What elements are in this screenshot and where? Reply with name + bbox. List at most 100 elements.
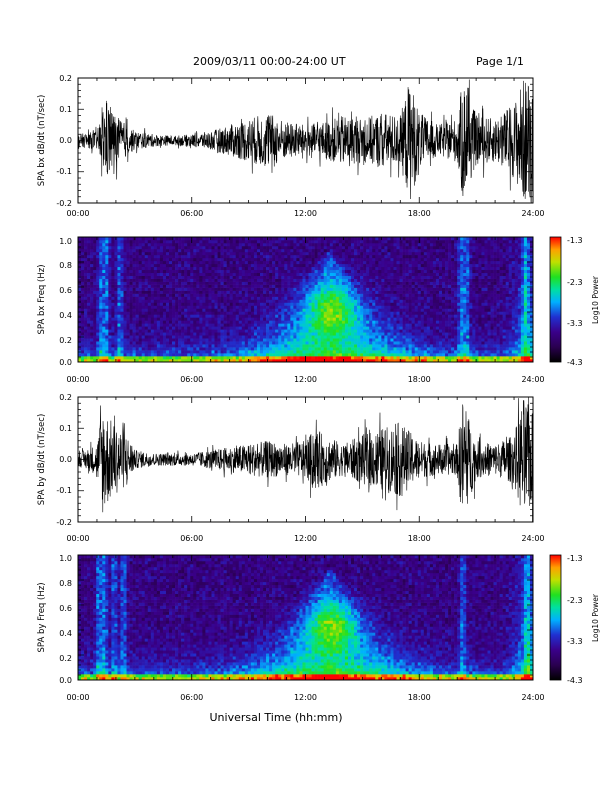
spectrogram-cell <box>412 323 415 326</box>
spectrogram-cell <box>120 311 123 314</box>
spectrogram-cell <box>327 282 330 285</box>
spectrogram-cell <box>472 332 475 335</box>
spectrogram-cell <box>145 276 148 279</box>
spectrogram-cell <box>227 326 230 329</box>
spectrogram-cell <box>381 291 384 294</box>
spectrogram-cell <box>205 267 208 270</box>
spectrogram-cell <box>202 294 205 297</box>
spectrogram-cell <box>360 347 363 350</box>
spectrogram-cell <box>287 288 290 291</box>
spectrogram-cell <box>230 341 233 344</box>
spectrogram-cell <box>506 314 509 317</box>
spectrogram-cell <box>412 288 415 291</box>
spectrogram-cell <box>321 335 324 338</box>
spectrogram-cell <box>315 338 318 341</box>
spectrogram-cell <box>460 294 463 297</box>
spectrogram-cell <box>369 305 372 308</box>
spectrogram-cell <box>196 344 199 347</box>
spectrogram-cell <box>136 320 139 323</box>
spectrogram-cell <box>84 264 87 267</box>
spectrogram-cell <box>84 326 87 329</box>
spectrogram-cell <box>269 294 272 297</box>
spectrogram-cell <box>390 294 393 297</box>
spectrogram-cell <box>275 308 278 311</box>
spectrogram-cell <box>354 353 357 356</box>
spectrogram-cell <box>366 270 369 273</box>
spectrogram-cell <box>315 311 318 314</box>
spectrogram-cell <box>400 338 403 341</box>
spectrogram-cell <box>281 270 284 273</box>
spectrogram-cell <box>378 356 381 359</box>
spectrogram-cell <box>351 311 354 314</box>
spectrogram-cell <box>184 347 187 350</box>
spectrogram-cell <box>230 300 233 303</box>
spectrogram-cell <box>324 332 327 335</box>
spectrogram-cell <box>491 314 494 317</box>
spectrogram-cell <box>345 314 348 317</box>
spectrogram-cell <box>296 317 299 320</box>
spectrogram-cell <box>381 350 384 353</box>
spectrogram-cell <box>509 297 512 300</box>
spectrogram-cell <box>199 344 202 347</box>
spectrogram-cell <box>202 302 205 305</box>
spectrogram-cell <box>233 323 236 326</box>
spectrogram-cell <box>178 276 181 279</box>
spectrogram-cell <box>339 285 342 288</box>
spectrogram-cell <box>275 311 278 314</box>
spectrogram-cell <box>172 353 175 356</box>
spectrogram-cell <box>518 344 521 347</box>
spectrogram-cell <box>127 341 130 344</box>
spectrogram-cell <box>84 350 87 353</box>
spectrogram-cell <box>339 329 342 332</box>
spectrogram-cell <box>148 341 151 344</box>
spectrogram-cell <box>336 297 339 300</box>
spectrogram-cell <box>491 282 494 285</box>
spectrogram-cell <box>512 294 515 297</box>
spectrogram-cell <box>205 300 208 303</box>
spectrogram-cell <box>421 285 424 288</box>
spectrogram-cell <box>114 326 117 329</box>
spectrogram-cell <box>415 314 418 317</box>
spectrogram-cell <box>248 273 251 276</box>
spectrogram-cell <box>199 338 202 341</box>
spectrogram-cell <box>309 282 312 285</box>
spectrogram-cell <box>427 308 430 311</box>
spectrogram-cell <box>512 305 515 308</box>
spectrogram-cell <box>90 264 93 267</box>
spectrogram-cell <box>160 264 163 267</box>
spectrogram-cell <box>354 335 357 338</box>
spectrogram-cell <box>436 288 439 291</box>
spectrogram-cell <box>302 264 305 267</box>
spectrogram-cell <box>145 335 148 338</box>
spectrogram-cell <box>436 326 439 329</box>
spectrogram-cell <box>472 350 475 353</box>
spectrogram-cell <box>409 341 412 344</box>
spectrogram-cell <box>296 350 299 353</box>
spectrogram-cell <box>120 353 123 356</box>
spectrogram-cell <box>284 302 287 305</box>
spectrogram-cell <box>284 317 287 320</box>
spectrogram-cell <box>448 267 451 270</box>
spectrogram-cell <box>330 300 333 303</box>
spectrogram-cell <box>130 291 133 294</box>
spectrogram-cell <box>293 329 296 332</box>
spectrogram-cell <box>387 288 390 291</box>
spectrogram-cell <box>415 270 418 273</box>
spectrogram-cell <box>227 329 230 332</box>
spectrogram-cell <box>266 308 269 311</box>
spectrogram-cell <box>393 341 396 344</box>
spectrogram-cell <box>299 267 302 270</box>
spectrogram-cell <box>117 338 120 341</box>
spectrogram-cell <box>211 326 214 329</box>
spectrogram-cell <box>169 279 172 282</box>
spectrogram-cell <box>360 288 363 291</box>
spectrogram-cell <box>478 341 481 344</box>
spectrogram-cell <box>196 264 199 267</box>
spectrogram-cell <box>445 356 448 359</box>
spectrogram-cell <box>169 300 172 303</box>
spectrogram-cell <box>318 347 321 350</box>
spectrogram-cell <box>233 320 236 323</box>
spectrogram-cell <box>114 302 117 305</box>
spectrogram-cell <box>312 282 315 285</box>
spectrogram-cell <box>321 267 324 270</box>
